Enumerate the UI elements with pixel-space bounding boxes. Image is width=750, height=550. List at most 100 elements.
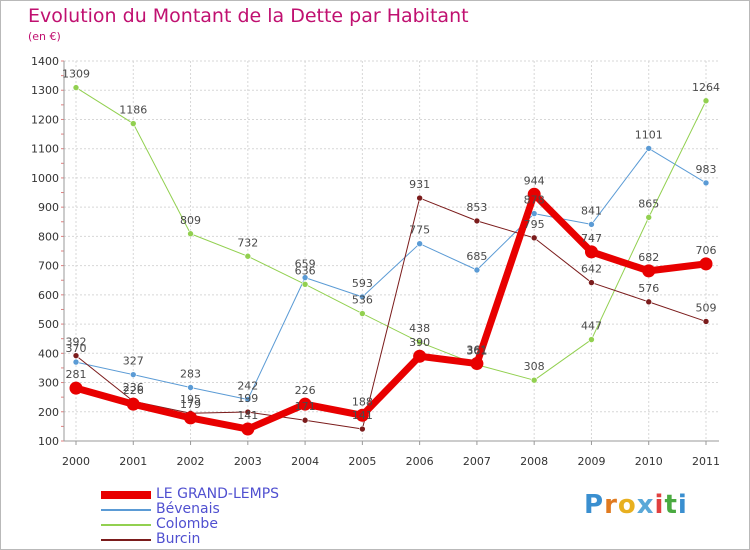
series-point xyxy=(187,384,194,391)
proxiti-logo: Proxiti xyxy=(584,490,688,520)
logo-letter: t xyxy=(664,490,678,520)
data-label: 281 xyxy=(66,368,87,381)
y-tick-label: 1400 xyxy=(31,55,59,68)
data-label: 841 xyxy=(581,204,602,217)
series-point xyxy=(241,422,255,436)
series-point xyxy=(359,425,366,433)
legend-swatch xyxy=(101,524,151,526)
y-tick-label: 200 xyxy=(38,406,59,419)
y-tick-label: 500 xyxy=(38,318,59,331)
series-line xyxy=(72,190,710,433)
logo-letter: x xyxy=(636,490,655,520)
x-tick-label: 2007 xyxy=(463,455,491,468)
series-point xyxy=(244,252,252,260)
x-tick-label: 2008 xyxy=(520,455,548,468)
series-point xyxy=(588,336,595,343)
y-tick-label: 800 xyxy=(38,230,59,243)
series-point xyxy=(244,408,252,416)
x-tick-label: 2010 xyxy=(635,455,663,468)
series-point xyxy=(588,221,595,228)
data-label: 878 xyxy=(524,194,545,207)
legend-label: Burcin xyxy=(156,531,201,547)
series-point xyxy=(355,408,369,422)
data-label: 706 xyxy=(696,244,717,257)
logo-letter: i xyxy=(654,490,665,520)
series-point xyxy=(530,234,538,242)
legend-swatch xyxy=(101,491,151,499)
data-label: 179 xyxy=(180,398,201,411)
plot-area xyxy=(64,61,719,441)
data-label: 642 xyxy=(581,263,602,276)
data-label: 931 xyxy=(409,178,430,191)
data-label: 593 xyxy=(352,277,373,290)
data-label: 195 xyxy=(180,393,201,406)
data-label: 199 xyxy=(237,392,258,405)
series-point xyxy=(301,281,309,288)
legend-label: Bévenais xyxy=(156,501,220,517)
y-tick-label: 1300 xyxy=(31,84,59,97)
data-label: 236 xyxy=(123,381,144,394)
series-point xyxy=(642,264,656,278)
series-point xyxy=(702,318,710,325)
data-label: 242 xyxy=(237,379,258,392)
data-label: 370 xyxy=(66,342,87,355)
series-point xyxy=(413,349,427,363)
x-tick-label: 2001 xyxy=(119,455,147,468)
series-line xyxy=(75,147,707,400)
series-point xyxy=(702,179,710,187)
logo-letter: r xyxy=(604,490,618,520)
data-label: 226 xyxy=(123,384,144,397)
x-tick-label: 2005 xyxy=(348,455,376,468)
series-point xyxy=(301,274,309,281)
logo-letter: P xyxy=(584,490,605,520)
legend-label: Colombe xyxy=(156,516,218,532)
data-label: 853 xyxy=(466,201,487,214)
series-point xyxy=(416,338,423,346)
series-point xyxy=(470,357,484,371)
data-label: 1264 xyxy=(692,81,720,94)
series-point xyxy=(588,279,595,286)
data-label: 795 xyxy=(524,218,545,231)
series-point xyxy=(584,245,598,259)
series-point xyxy=(72,352,80,359)
x-tick-label: 2003 xyxy=(234,455,262,468)
data-label: 983 xyxy=(696,163,717,176)
y-tick-label: 700 xyxy=(38,260,59,273)
series-point xyxy=(126,397,140,411)
legend-swatch xyxy=(101,509,151,511)
data-label: 308 xyxy=(524,360,545,373)
series-line xyxy=(75,87,707,381)
data-label: 536 xyxy=(352,294,373,307)
data-label: 1309 xyxy=(62,68,90,81)
x-tick-label: 2000 xyxy=(62,455,90,468)
data-label: 576 xyxy=(638,282,659,295)
series-point xyxy=(301,416,309,424)
series-point xyxy=(527,187,541,201)
series-point xyxy=(244,396,252,403)
chart-title: Evolution du Montant de la Dette par Hab… xyxy=(28,5,469,27)
y-tick-label: 1000 xyxy=(31,172,59,185)
series-point xyxy=(645,298,653,306)
series-point xyxy=(699,257,713,271)
data-label: 682 xyxy=(638,251,659,264)
series-point xyxy=(359,310,366,317)
series-point xyxy=(530,210,538,217)
data-label: 732 xyxy=(237,236,258,249)
y-tick-label: 300 xyxy=(38,377,59,390)
legend-label: LE GRAND-LEMPS xyxy=(156,486,280,502)
y-tick-label: 600 xyxy=(38,289,59,302)
data-label: 865 xyxy=(638,197,659,210)
series-point xyxy=(184,411,198,425)
x-tick-label: 2009 xyxy=(577,455,605,468)
data-label: 944 xyxy=(524,174,545,187)
data-label: 171 xyxy=(295,400,316,413)
data-label: 438 xyxy=(409,322,430,335)
x-tick-label: 2004 xyxy=(291,455,319,468)
y-tick-label: 1100 xyxy=(31,143,59,156)
series-point xyxy=(530,376,538,384)
series-point xyxy=(473,266,481,274)
data-label: 188 xyxy=(352,395,373,408)
data-label: 327 xyxy=(123,355,144,368)
data-label: 1186 xyxy=(119,104,147,117)
